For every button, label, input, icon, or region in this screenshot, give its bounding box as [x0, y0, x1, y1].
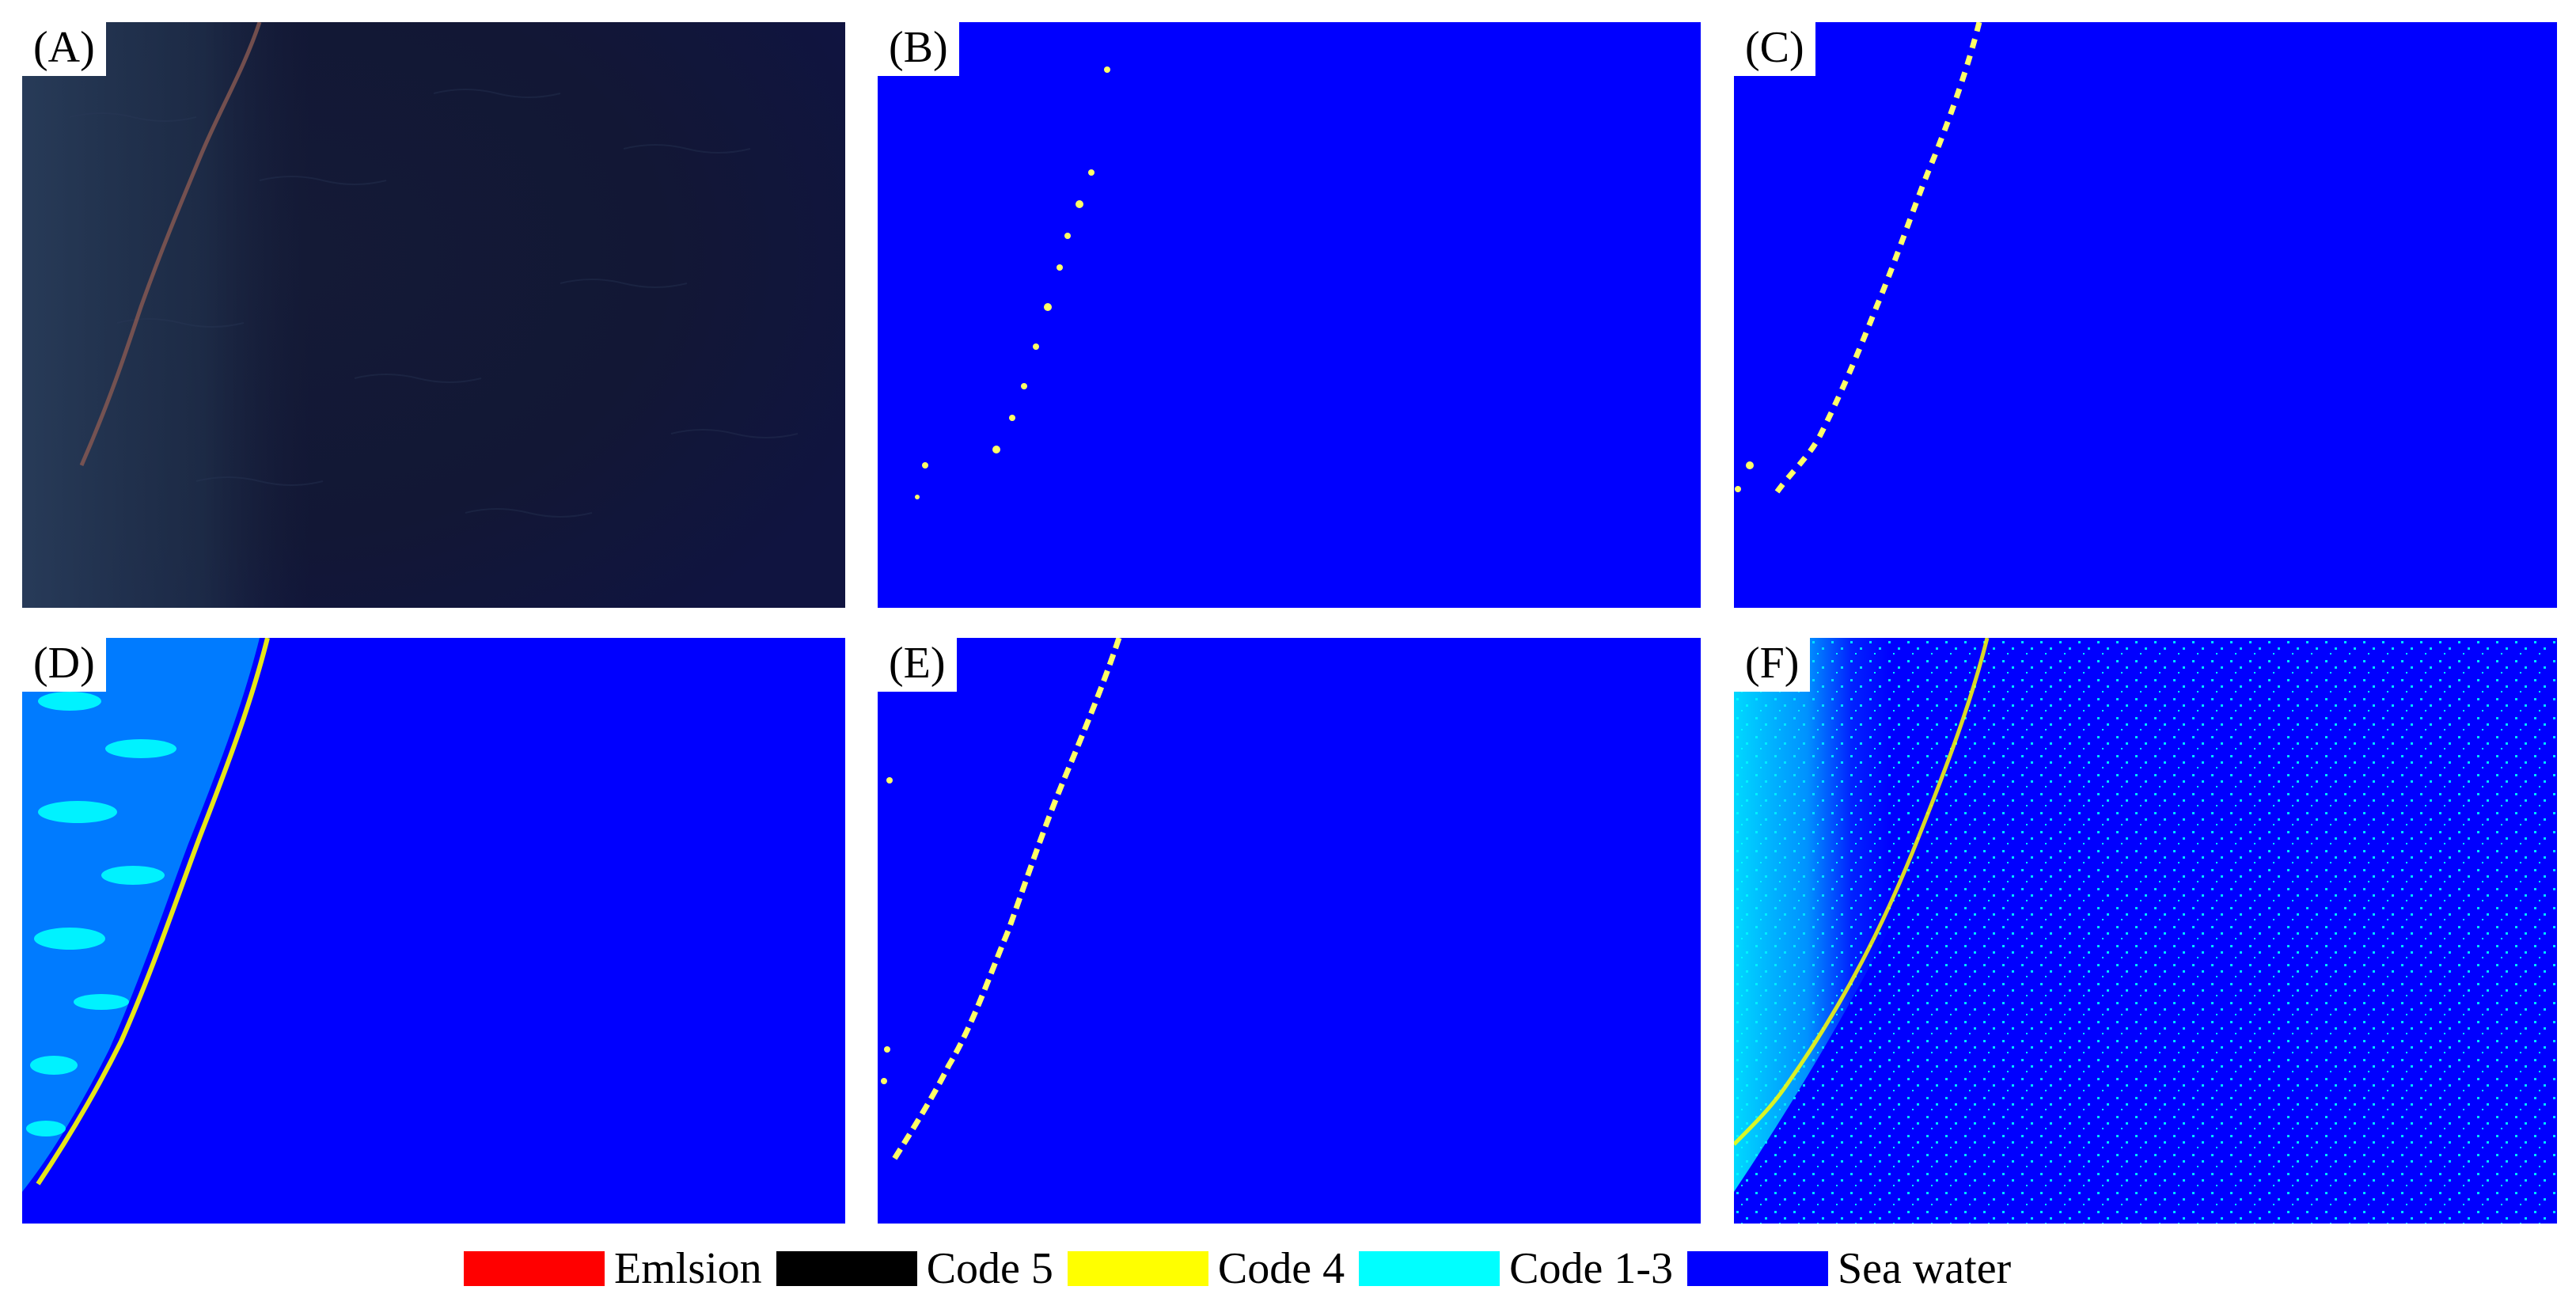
detected-oil-code4: [1734, 638, 1990, 1146]
legend-item-emulsion: Emlsion: [464, 1241, 776, 1296]
legend-swatch: [1686, 1251, 1828, 1286]
legend-item-code4: Code 4: [1067, 1241, 1359, 1296]
classification-map: [1734, 638, 2557, 1224]
panel-label: (C): [1734, 22, 1815, 76]
satellite-image: [22, 22, 845, 608]
legend-swatch: [1359, 1251, 1500, 1286]
detected-oil-code4: [1771, 22, 1982, 499]
panel-label: (D): [22, 638, 106, 692]
panel-e: (E): [878, 638, 1701, 1224]
legend-item-sea-water: Sea water: [1686, 1241, 2025, 1296]
detected-oil-code4: [915, 66, 1110, 499]
oil-slick-streak: [79, 22, 262, 467]
legend-label: Code 5: [926, 1244, 1053, 1293]
panel-f: (F): [1734, 638, 2557, 1224]
legend-swatch: [776, 1251, 917, 1286]
legend-item-code1-3: Code 1-3: [1359, 1241, 1687, 1296]
panel-d: (D): [22, 638, 845, 1224]
panel-c: (C): [1734, 22, 2557, 608]
wave-texture: [69, 89, 799, 518]
classification-map: [1734, 22, 2557, 608]
legend-label: Emlsion: [614, 1244, 762, 1293]
legend-swatch: [1067, 1251, 1208, 1286]
panel-a: (A): [22, 22, 845, 608]
panel-b: (B): [878, 22, 1701, 608]
wave-patches: [26, 692, 176, 1136]
panel-label: (A): [22, 22, 106, 76]
legend-swatch: [464, 1251, 605, 1286]
legend-label: Sea water: [1837, 1244, 2012, 1293]
classification-map: [878, 22, 1701, 608]
legend-label: Code 4: [1217, 1244, 1345, 1293]
legend: Emlsion Code 5 Code 4 Code 1-3 Sea water: [464, 1241, 2025, 1296]
panel-label: (E): [878, 638, 957, 692]
panel-label: (F): [1734, 638, 1811, 692]
classification-map: [878, 638, 1701, 1224]
panel-label: (B): [878, 22, 959, 76]
legend-label: Code 1-3: [1509, 1244, 1673, 1293]
legend-item-code5: Code 5: [776, 1241, 1068, 1296]
detected-oil-code1-3: [22, 638, 260, 1192]
classification-map: [22, 638, 845, 1224]
detected-oil-code4: [36, 638, 270, 1186]
